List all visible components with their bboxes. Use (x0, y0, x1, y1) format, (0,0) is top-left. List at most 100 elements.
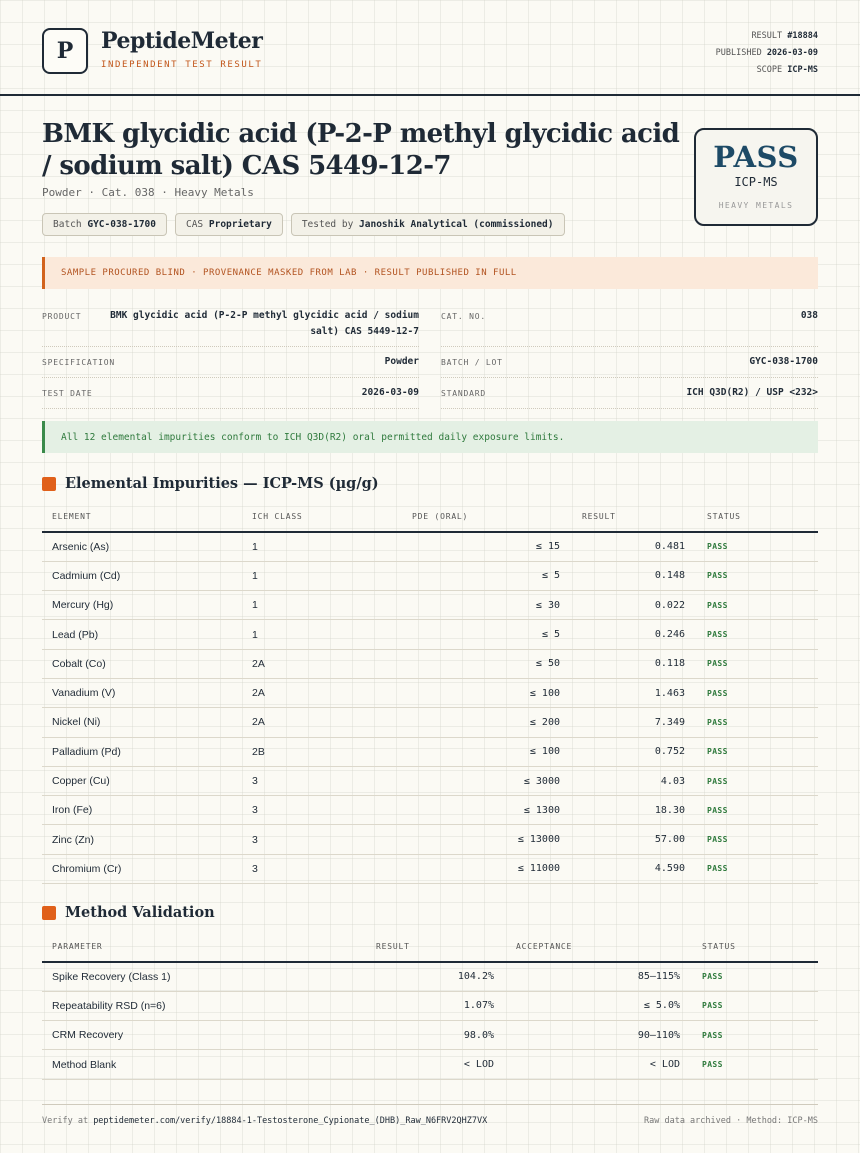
status-badge: PASS (697, 590, 818, 621)
status-badge: PASS (692, 1049, 818, 1080)
spec-value: 038 (800, 310, 818, 321)
status-badge: PASS (692, 962, 818, 992)
table-row: Lead (Pb) 1 ≤ 5 0.246 PASS (42, 619, 818, 650)
verdict-category: HEAVY METALS (718, 201, 794, 210)
result-value: 57.00 (572, 824, 697, 855)
meta-published: PUBLISHED 2026-03-09 (715, 48, 818, 58)
ich-class: 1 (242, 619, 402, 650)
table-row: Palladium (Pd) 2B ≤ 100 0.752 PASS (42, 737, 818, 767)
result-value: < LOD (366, 1049, 506, 1080)
table-row: Copper (Cu) 3 ≤ 3000 4.03 PASS (42, 766, 818, 797)
table-header-row: PARAMETER RESULT ACCEPTANCE STATUS (42, 932, 818, 963)
meta-scope: SCOPE ICP-MS (756, 65, 818, 75)
status-badge: PASS (697, 766, 818, 797)
parameter-name: CRM Recovery (42, 1020, 366, 1051)
ich-class: 3 (242, 766, 402, 797)
col-acceptance: ACCEPTANCE (506, 932, 692, 963)
pde-limit: ≤ 5 (402, 561, 572, 592)
result-value: 104.2% (366, 962, 506, 992)
conformance-banner: All 12 elemental impurities conform to I… (42, 421, 818, 453)
status-badge: PASS (692, 991, 818, 1022)
result-value: 7.349 (572, 707, 697, 738)
ich-class: 2B (242, 737, 402, 767)
validation-section-header: Method Validation (42, 904, 215, 921)
ich-class: 1 (242, 590, 402, 621)
spec-value: BMK glycidic acid (P-2-P methyl glycidic… (110, 310, 419, 337)
ich-class: 1 (242, 561, 402, 592)
result-value: 98.0% (366, 1020, 506, 1051)
element-name: Chromium (Cr) (42, 854, 242, 885)
spec-label: PRODUCT (42, 312, 82, 321)
table-row: Chromium (Cr) 3 ≤ 11000 4.590 PASS (42, 854, 818, 885)
ich-class: 2A (242, 649, 402, 679)
parameter-name: Method Blank (42, 1049, 366, 1080)
parameter-name: Repeatability RSD (n=6) (42, 991, 366, 1022)
pde-limit: ≤ 200 (402, 707, 572, 738)
spec-row-product: PRODUCT BMK glycidic acid (P-2-P methyl … (42, 304, 419, 347)
col-result: RESULT (572, 502, 697, 533)
element-name: Zinc (Zn) (42, 824, 242, 855)
status-badge: PASS (697, 707, 818, 738)
ich-class: 3 (242, 824, 402, 855)
result-value: 1.07% (366, 991, 506, 1022)
status-badge: PASS (697, 649, 818, 679)
status-badge: PASS (697, 619, 818, 650)
element-name: Iron (Fe) (42, 795, 242, 826)
spec-value: Powder (384, 356, 419, 367)
element-name: Vanadium (V) (42, 678, 242, 709)
result-value: 0.118 (572, 649, 697, 679)
spec-row-test-date: TEST DATE 2026-03-09 (42, 381, 419, 409)
archive-note: Raw data archived · Method: ICP-MS (644, 1116, 818, 1126)
ich-class: 3 (242, 795, 402, 826)
report-header: P PeptideMeter INDEPENDENT TEST RESULT R… (0, 0, 860, 96)
validation-title: Method Validation (65, 904, 215, 921)
table-row: Vanadium (V) 2A ≤ 100 1.463 PASS (42, 678, 818, 709)
section-marker-icon (42, 905, 56, 920)
spec-label: STANDARD (441, 389, 486, 398)
brand-logo: P (42, 28, 88, 74)
report-footer: Verify at peptidemeter.com/verify/18884-… (42, 1104, 818, 1126)
verdict-stamp: PASS ICP-MS HEAVY METALS (694, 128, 818, 226)
spec-label: BATCH / LOT (441, 358, 503, 367)
section-marker-icon (42, 476, 56, 491)
spec-value: ICH Q3D(R2) / USP <232> (686, 387, 818, 398)
table-row: Repeatability RSD (n=6) 1.07% ≤ 5.0% PASS (42, 991, 818, 1022)
ich-class: 2A (242, 678, 402, 709)
table-row: Arsenic (As) 1 ≤ 15 0.481 PASS (42, 532, 818, 562)
table-header-row: ELEMENT ICH CLASS PDE (ORAL) RESULT STAT… (42, 502, 818, 533)
status-badge: PASS (697, 532, 818, 562)
result-value: 1.463 (572, 678, 697, 709)
result-value: 18.30 (572, 795, 697, 826)
status-badge: PASS (697, 737, 818, 767)
spec-row-batch: BATCH / LOT GYC-038-1700 (441, 350, 818, 378)
tested-by-chip: Tested by Janoshik Analytical (commissio… (290, 213, 565, 236)
pde-limit: ≤ 100 (402, 678, 572, 709)
acceptance-range: 85–115% (506, 962, 692, 992)
info-chips: Batch GYC-038-1700 CAS Proprietary Teste… (42, 213, 565, 236)
acceptance-range: 90–110% (506, 1020, 692, 1051)
acceptance-range: < LOD (506, 1049, 692, 1080)
element-name: Lead (Pb) (42, 619, 242, 650)
ich-class: 2A (242, 707, 402, 738)
verdict-method: ICP-MS (734, 175, 778, 189)
parameter-name: Spike Recovery (Class 1) (42, 962, 366, 992)
impurities-section-header: Elemental Impurities — ICP-MS (µg/g) (42, 475, 379, 492)
pde-limit: ≤ 5 (402, 619, 572, 650)
col-status: STATUS (697, 502, 818, 533)
result-value: 0.022 (572, 590, 697, 621)
element-name: Nickel (Ni) (42, 707, 242, 738)
pde-limit: ≤ 15 (402, 532, 572, 562)
impurities-table: ELEMENT ICH CLASS PDE (ORAL) RESULT STAT… (42, 502, 818, 885)
table-row: CRM Recovery 98.0% 90–110% PASS (42, 1020, 818, 1051)
pde-limit: ≤ 11000 (402, 854, 572, 885)
blind-procurement-banner: SAMPLE PROCURED BLIND · PROVENANCE MASKE… (42, 257, 818, 289)
pde-limit: ≤ 50 (402, 649, 572, 679)
report-meta: RESULT #18884 PUBLISHED 2026-03-09 SCOPE… (716, 28, 818, 79)
spec-row-catno: CAT. NO. 038 (441, 304, 818, 347)
col-ich-class: ICH CLASS (242, 502, 402, 533)
verify-link[interactable]: peptidemeter.com/verify/18884-1-Testoste… (93, 1116, 488, 1126)
brand-name: PeptideMeter (101, 28, 263, 54)
element-name: Cobalt (Co) (42, 649, 242, 679)
result-value: 4.03 (572, 766, 697, 797)
spec-row-specification: SPECIFICATION Powder (42, 350, 419, 378)
